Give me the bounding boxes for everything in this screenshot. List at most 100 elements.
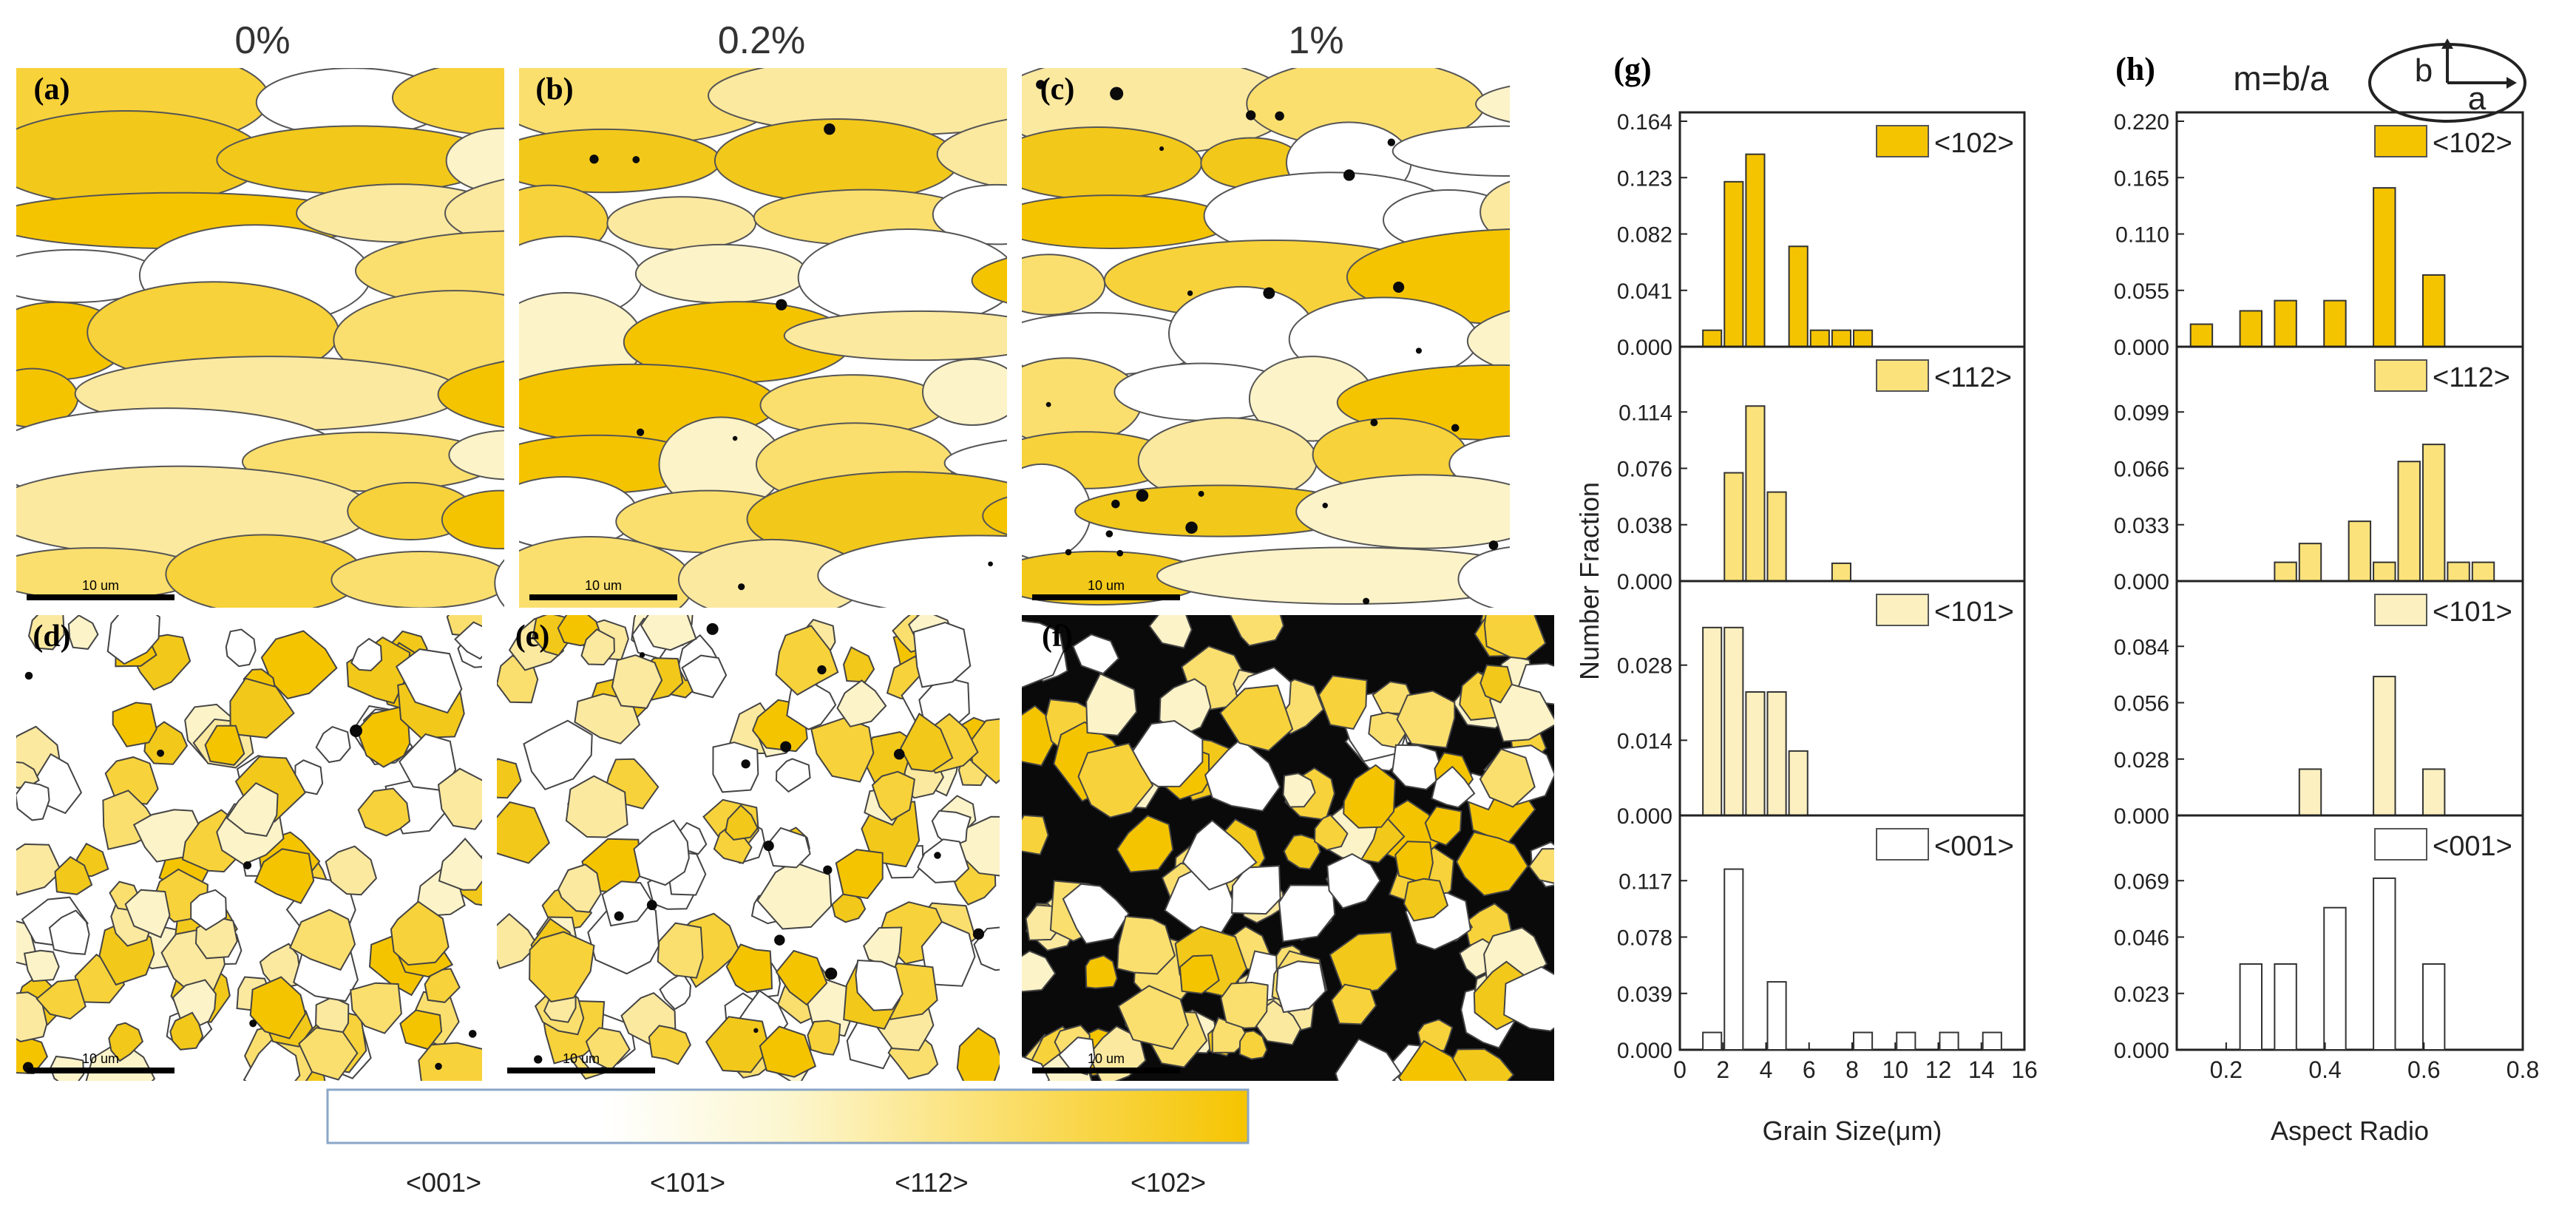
bar bbox=[1745, 405, 1766, 583]
subplot-101: 0.000 0.028 0.056 0.084 <101> bbox=[2114, 580, 2524, 829]
grain bbox=[35, 978, 87, 1020]
grain bbox=[454, 621, 482, 660]
grain bbox=[611, 654, 663, 709]
y-tick-label: 0.039 bbox=[1617, 983, 1672, 1007]
grain bbox=[260, 630, 338, 700]
x-tick-label: 6 bbox=[1803, 1056, 1816, 1083]
grain bbox=[956, 1027, 1000, 1081]
subplot-102: 0.000 0.041 0.082 0.123 0.164 <102> bbox=[1617, 110, 2026, 360]
void-spot bbox=[468, 1030, 477, 1038]
bar bbox=[1853, 1031, 1874, 1051]
grain bbox=[438, 838, 482, 891]
x-tick-label: 12 bbox=[1925, 1056, 1952, 1083]
grain bbox=[855, 959, 904, 1011]
y-tick-label: 0.033 bbox=[2114, 514, 2169, 538]
bar bbox=[2298, 768, 2322, 817]
y-tick-label: 0.014 bbox=[1617, 729, 1672, 753]
subplot-frame bbox=[2175, 814, 2524, 1051]
grain bbox=[1318, 675, 1368, 730]
grain bbox=[391, 68, 504, 138]
grain bbox=[1295, 474, 1510, 549]
grain bbox=[775, 949, 828, 1006]
grain bbox=[357, 787, 411, 837]
y-tick-label: 0.000 bbox=[2114, 1039, 2169, 1063]
void-spot bbox=[24, 671, 33, 680]
y-tick-label: 0.000 bbox=[2114, 804, 2169, 829]
y-tick-label: 0.000 bbox=[1617, 1039, 1672, 1063]
y-tick-label: 0.056 bbox=[2114, 692, 2169, 716]
grain bbox=[1022, 814, 1049, 855]
grain bbox=[1022, 126, 1203, 200]
bar bbox=[2298, 543, 2322, 583]
grain bbox=[1457, 546, 1510, 608]
y-tick-label: 0.069 bbox=[2114, 869, 2169, 894]
scale-bar-label: 10 um bbox=[1088, 578, 1125, 593]
grain bbox=[1238, 1030, 1268, 1060]
grain bbox=[1085, 672, 1138, 736]
y-tick-label: 0.099 bbox=[2114, 401, 2169, 425]
grain bbox=[1488, 682, 1554, 742]
grain bbox=[1148, 615, 1193, 649]
grain bbox=[27, 615, 65, 651]
legend-label: <001> bbox=[2433, 831, 2512, 862]
grain bbox=[1062, 883, 1130, 945]
scale-bar-label: 10 um bbox=[1088, 1051, 1125, 1066]
y-tick-label: 0.023 bbox=[2114, 983, 2169, 1007]
x-axis-label: Grain Size(μm) bbox=[1763, 1116, 1942, 1146]
void-spot bbox=[1393, 281, 1405, 293]
x-tick-label: 0.8 bbox=[2506, 1056, 2539, 1083]
colorbar-label: <001> bbox=[406, 1167, 481, 1198]
void-spot bbox=[632, 156, 640, 163]
grain bbox=[1326, 852, 1381, 909]
bar bbox=[1702, 329, 1723, 347]
scale-bar-label: 10 um bbox=[585, 578, 622, 593]
bar bbox=[1853, 329, 1874, 347]
x-tick-label: 0.6 bbox=[2407, 1056, 2440, 1083]
grain bbox=[725, 943, 773, 994]
ellipse-label-a: a bbox=[2468, 81, 2487, 117]
bar bbox=[2397, 461, 2421, 582]
grain bbox=[519, 128, 722, 194]
bar bbox=[1702, 626, 1723, 816]
colorbar-label: <102> bbox=[1131, 1167, 1206, 1198]
void-spot bbox=[1363, 597, 1370, 605]
grain bbox=[835, 849, 884, 900]
bar bbox=[2189, 323, 2214, 347]
grain bbox=[112, 702, 157, 747]
bar bbox=[2239, 310, 2263, 347]
void-spot bbox=[639, 652, 645, 658]
void-spot bbox=[435, 1062, 442, 1070]
void-spot bbox=[823, 865, 833, 875]
bar bbox=[1896, 1031, 1916, 1051]
subplot-001: 0.000 0.023 0.046 0.069 <001> bbox=[2114, 814, 2524, 1063]
bar bbox=[1702, 1031, 1723, 1051]
grain bbox=[912, 622, 972, 688]
void-spot bbox=[741, 759, 750, 769]
grain bbox=[1022, 620, 1065, 688]
grain bbox=[971, 257, 1007, 304]
colorbar-label: <112> bbox=[895, 1167, 968, 1198]
grain bbox=[331, 551, 504, 608]
grain bbox=[229, 677, 295, 739]
legend-swatch bbox=[1876, 359, 1929, 392]
grain bbox=[580, 628, 615, 666]
y-tick-label: 0.038 bbox=[1617, 514, 1672, 538]
legend-swatch bbox=[1876, 125, 1929, 157]
legend-label: <101> bbox=[1934, 597, 2014, 628]
panel-label-e: (e) bbox=[515, 620, 550, 654]
grain bbox=[759, 1025, 817, 1078]
grain bbox=[807, 1019, 841, 1056]
grain bbox=[1483, 615, 1547, 660]
bar bbox=[2421, 963, 2446, 1051]
grain bbox=[565, 775, 628, 838]
grain bbox=[441, 489, 504, 550]
y-tick-label: 0.220 bbox=[2114, 110, 2169, 135]
grain bbox=[756, 861, 833, 930]
grain bbox=[249, 976, 307, 1039]
grain bbox=[1022, 254, 1106, 316]
legend-swatch bbox=[1876, 594, 1929, 626]
x-tick-label: 14 bbox=[1968, 1056, 1995, 1083]
bar bbox=[2323, 906, 2347, 1051]
legend-swatch bbox=[2374, 828, 2427, 861]
